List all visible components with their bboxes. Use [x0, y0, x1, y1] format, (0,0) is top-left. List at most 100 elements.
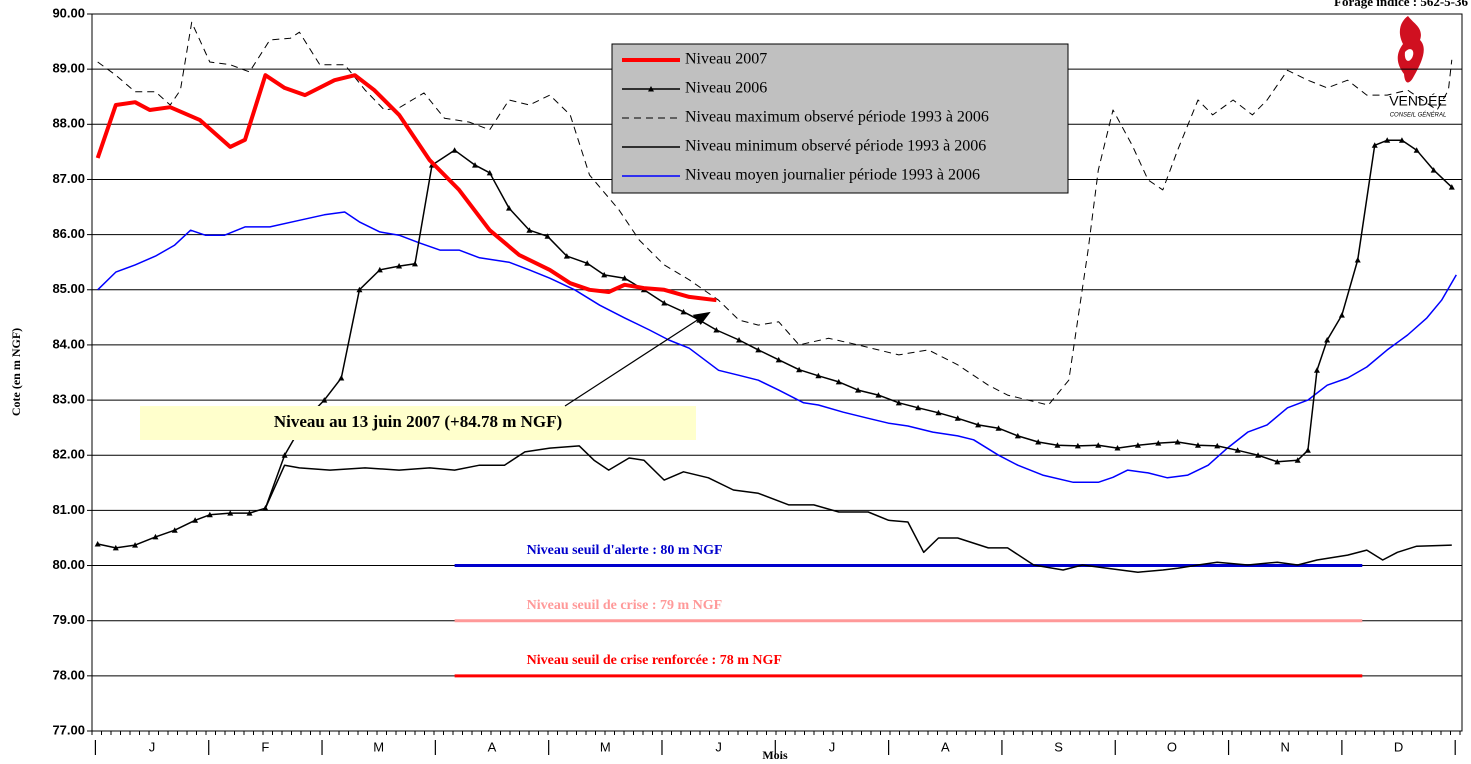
series-marker — [915, 404, 922, 411]
series-marker — [1430, 167, 1437, 173]
x-tick-label: J — [715, 739, 722, 754]
series-marker — [1313, 367, 1320, 373]
series-marker — [621, 275, 628, 281]
series-marker — [1035, 438, 1042, 445]
series-marker — [1214, 442, 1221, 449]
series-marker — [1274, 458, 1281, 465]
reference-label: Niveau seuil de crise renforcée : 78 m N… — [527, 653, 782, 668]
series-marker — [411, 260, 418, 267]
series-marker — [975, 421, 982, 428]
series-marker — [544, 233, 551, 239]
legend-label: Niveau maximum observé période 1993 à 20… — [685, 109, 989, 126]
series-marker — [954, 415, 961, 421]
plot-frame — [91, 13, 1463, 732]
logo-heart — [1404, 49, 1414, 61]
series-marker — [1074, 442, 1081, 449]
series-marker — [1413, 147, 1420, 153]
annotation-arrow — [564, 317, 702, 407]
y-tick-label: 89.00 — [52, 61, 85, 76]
series-marker — [281, 452, 288, 458]
series-line — [97, 139, 1453, 549]
logo-text: VENDÉE — [1389, 93, 1447, 109]
x-tick-label: A — [941, 739, 950, 754]
y-tick-label: 82.00 — [52, 447, 85, 462]
series-marker — [451, 147, 458, 153]
y-tick-label: 84.00 — [52, 336, 85, 351]
series-marker — [1155, 440, 1162, 446]
legend-box — [611, 43, 1069, 194]
x-tick-label: S — [1054, 739, 1063, 754]
y-tick-label: 81.00 — [52, 502, 85, 517]
series-marker — [815, 372, 822, 379]
y-tick-label: 88.00 — [52, 116, 85, 131]
x-tick-label: A — [488, 739, 497, 754]
series-marker — [526, 227, 533, 233]
series-marker — [112, 544, 119, 551]
series-marker — [132, 542, 139, 548]
series-marker — [755, 346, 762, 353]
series-marker — [338, 375, 345, 381]
series-marker — [855, 387, 862, 393]
x-tick-label: O — [1167, 739, 1177, 754]
series-marker — [486, 169, 493, 176]
annotation-box — [140, 406, 696, 440]
series-marker — [995, 425, 1002, 431]
series-marker — [1384, 137, 1391, 143]
x-tick-label: M — [373, 739, 384, 754]
reference-label: Niveau seuil de crise : 79 m NGF — [527, 598, 723, 613]
legend-label: Niveau minimum observé période 1993 à 20… — [685, 138, 986, 155]
legend-label: Niveau 2007 — [685, 51, 767, 68]
series-marker — [796, 366, 803, 373]
legend-label: Niveau moyen journalier période 1993 à 2… — [685, 167, 980, 184]
series-marker — [246, 510, 253, 516]
y-tick-label: 78.00 — [52, 667, 85, 682]
series-line — [264, 445, 1452, 573]
series-marker — [396, 263, 403, 269]
y-tick-label: 86.00 — [52, 226, 85, 241]
series-marker — [584, 260, 591, 266]
logo-subtext: CONSEIL GÉNÉRAL — [1390, 112, 1447, 119]
series-marker — [262, 505, 269, 511]
series-marker — [227, 510, 234, 516]
series-line — [97, 21, 1453, 406]
series-marker — [661, 300, 668, 306]
series-marker — [1114, 445, 1121, 451]
series-marker — [1255, 452, 1262, 458]
legend-label: Niveau 2006 — [685, 80, 767, 97]
x-tick-label: M — [600, 739, 611, 754]
series-marker — [1398, 137, 1405, 143]
series-marker — [152, 533, 159, 540]
reference-label: Niveau seuil d'alerte : 80 m NGF — [527, 543, 723, 558]
series-marker — [1014, 432, 1021, 439]
series-marker — [775, 356, 782, 363]
logo: VENDÉE CONSEIL GÉNÉRAL — [1389, 16, 1447, 119]
series-marker — [376, 266, 383, 273]
series-line — [95, 73, 717, 303]
y-tick-label: 83.00 — [52, 392, 85, 407]
series-marker — [1371, 142, 1378, 148]
series-marker — [206, 511, 213, 518]
series-marker — [875, 392, 882, 398]
series-marker — [601, 271, 608, 278]
y-tick-label: 79.00 — [52, 612, 85, 627]
chart-title: Forage indice : 562-5-36 — [1334, 0, 1468, 9]
series-marker — [1174, 438, 1181, 445]
series-marker — [1095, 442, 1102, 448]
series-marker — [1338, 312, 1345, 318]
series-marker — [1354, 256, 1361, 263]
series-marker — [356, 286, 363, 293]
y-tick-label: 85.00 — [52, 281, 85, 296]
series-marker — [1448, 184, 1455, 190]
series-marker — [171, 527, 178, 533]
series-marker — [1294, 457, 1301, 463]
series-marker — [506, 205, 513, 211]
series-line — [97, 211, 1457, 484]
y-tick-label: 77.00 — [52, 722, 85, 737]
series-marker — [1194, 442, 1201, 448]
series-marker — [94, 541, 101, 547]
series-marker — [736, 336, 743, 343]
x-tick-label: J — [149, 739, 156, 754]
legend: Niveau 2007 Niveau 2006 Niveau maximum obs… — [611, 43, 1069, 194]
annotation-arrowhead — [692, 311, 711, 325]
series-marker — [1324, 336, 1331, 343]
